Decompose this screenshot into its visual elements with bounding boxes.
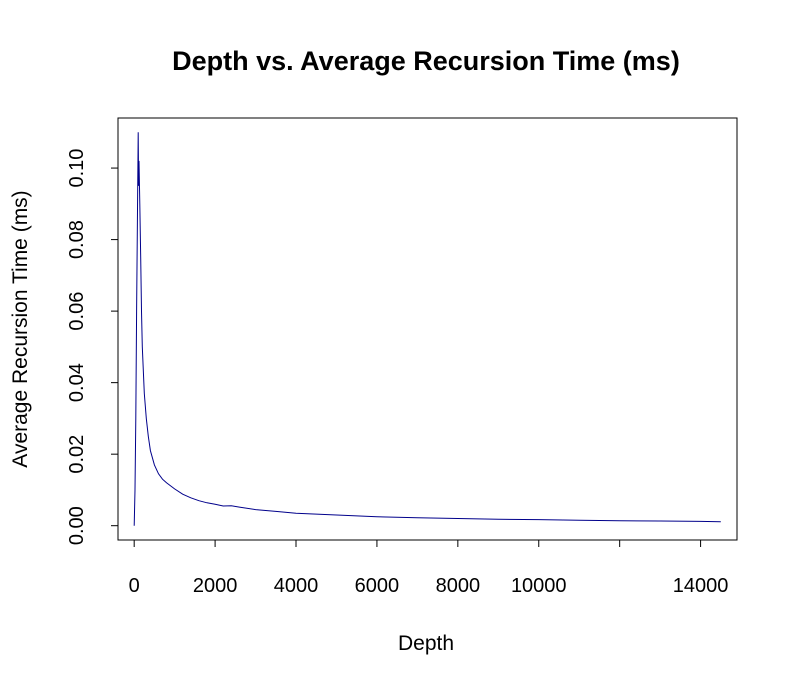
x-tick-label: 4000	[274, 575, 319, 597]
x-tick-label: 8000	[436, 575, 481, 597]
x-tick-label: 6000	[355, 575, 400, 597]
x-tick-label: 10000	[511, 575, 567, 597]
x-axis: 0 2000 4000 6000 8000 10000 14000	[129, 539, 729, 597]
x-tick-label: 2000	[193, 575, 238, 597]
plot-frame	[117, 117, 738, 541]
x-tick-label: 14000	[673, 575, 729, 597]
y-tick-label: 0.02	[66, 435, 88, 474]
y-axis-label: Average Recursion Time (ms)	[9, 190, 32, 467]
y-tick-label: 0.06	[66, 292, 88, 331]
series-layer	[133, 132, 721, 526]
y-tick-label: 0.04	[66, 363, 88, 402]
y-axis: 0.00 0.02 0.04 0.06 0.08 0.10	[66, 149, 119, 545]
series-line	[133, 132, 721, 526]
x-tick-label: 0	[129, 575, 140, 597]
x-axis-label: Depth	[398, 632, 454, 655]
chart-title: Depth vs. Average Recursion Time (ms)	[172, 46, 680, 76]
y-tick-label: 0.08	[66, 220, 88, 259]
y-tick-label: 0.00	[66, 506, 88, 545]
y-tick-label: 0.10	[66, 149, 88, 188]
